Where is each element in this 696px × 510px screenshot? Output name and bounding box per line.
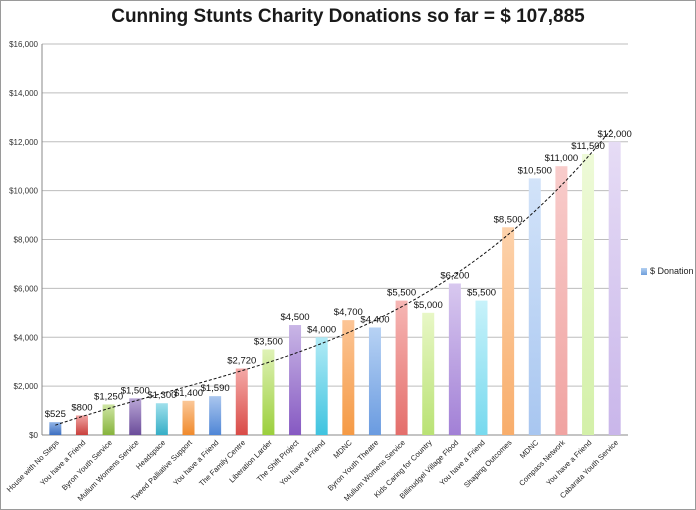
bar [395,300,408,435]
y-tick-label: $4,000 [14,333,39,342]
bar [155,403,168,435]
y-tick-label: $2,000 [14,382,39,391]
x-tick-label: You have a Friend [544,438,593,487]
x-tick-label: The Family Centre [197,438,247,488]
data-label: $1,400 [174,388,203,399]
legend-label: $ Donation [650,266,694,276]
data-label: $4,000 [307,324,336,335]
bar [608,141,621,435]
bar [262,349,275,435]
data-label: $10,500 [518,165,552,176]
bar [528,178,541,435]
bar [555,166,568,435]
bar [315,337,328,435]
bar [448,283,461,435]
data-labels: $525 $800$1,250$1,500$1,300$1,400$1,590 $2… [45,129,632,420]
data-label: $5,500 [467,288,496,299]
y-tick-label: $16,000 [9,40,38,49]
data-label: $525 [45,409,66,420]
data-label: $1,250 [94,391,123,402]
data-label: $5,000 [414,300,443,311]
x-tick-label: MDNC [331,438,354,461]
data-label: $1,590 [201,383,230,394]
y-axis-tick-labels: $0 $2,000 $4,000 $6,000 $8,000 $10,000 $12,000… [9,40,38,440]
x-tick-label: You have a Friend [38,438,87,487]
y-tick-label: $12,000 [9,138,38,147]
legend-swatch [641,267,647,275]
bar [342,320,355,435]
x-tick-label: You have a Friend [171,438,220,487]
data-label: $1,300 [147,390,176,401]
bar [102,404,115,435]
bar [49,422,62,435]
data-label: $2,720 [227,356,256,367]
bars [49,141,621,435]
x-tick-label: Shaping Outcomes [462,438,514,490]
bar [182,400,195,435]
bar [129,398,142,435]
data-label: $5,500 [387,288,416,299]
data-label: $800 [71,402,92,413]
bar [235,368,248,435]
data-label: $11,000 [545,153,579,164]
x-tick-label: MDNC [518,438,541,461]
trendline [55,128,613,426]
y-tick-label: $10,000 [9,187,38,196]
trendline-layer [55,128,613,426]
data-label: $6,200 [440,270,469,281]
bar [422,312,435,435]
data-label: $4,500 [281,312,310,323]
legend: $ Donation [641,266,694,276]
data-label: $8,500 [494,214,523,225]
chart-title: Cunning Stunts Charity Donations so far … [111,6,585,27]
bar [368,327,381,435]
bar [75,415,88,435]
bar [289,325,302,435]
data-label: $3,500 [254,336,283,347]
data-label: $1,500 [121,385,150,396]
y-tick-label: $14,000 [9,89,38,98]
data-label: $11,500 [571,141,605,152]
data-label: $4,400 [360,314,389,325]
x-tick-label: Compass Network [517,438,567,488]
x-tick-label: You have a Friend [278,438,327,487]
bar [475,300,488,435]
x-tick-label: You have a Friend [438,438,487,487]
bar [209,396,222,435]
bar [582,153,595,435]
y-tick-label: $0 [29,431,38,440]
y-tick-label: $6,000 [14,284,39,293]
data-label: $4,700 [334,307,363,318]
data-label: $12,000 [598,129,632,140]
y-tick-label: $8,000 [14,236,39,245]
bar [502,227,515,435]
